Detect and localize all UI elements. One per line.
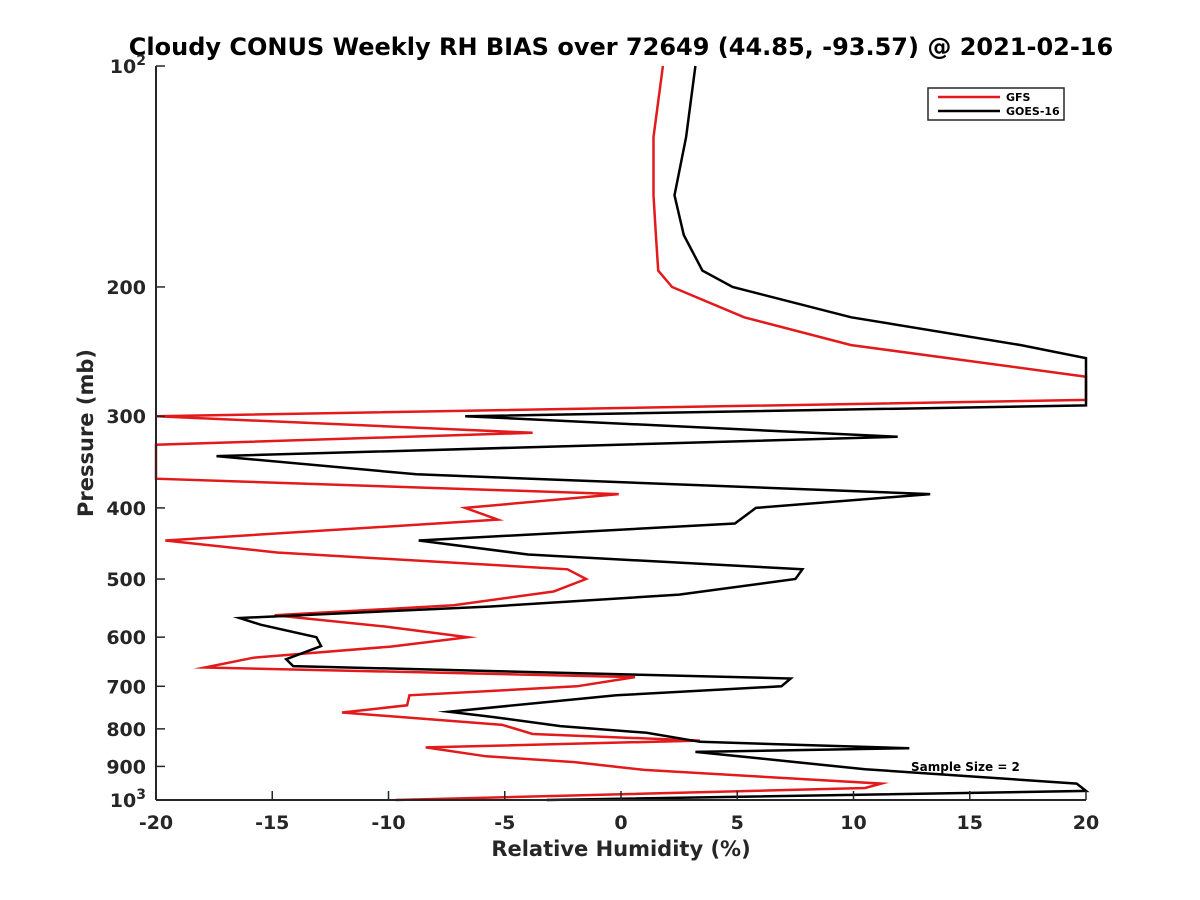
y-tick-label: 400 — [106, 498, 146, 520]
y-tick-label: 103 — [110, 787, 146, 812]
x-tick-label: -20 — [139, 812, 173, 834]
y-tick-label: 200 — [106, 277, 146, 299]
chart-title: Cloudy CONUS Weekly RH BIAS over 72649 (… — [129, 33, 1113, 61]
x-tick-label: 5 — [731, 812, 744, 834]
x-tick-label: 20 — [1073, 812, 1099, 834]
x-axis-label: Relative Humidity (%) — [491, 837, 750, 861]
legend-label-gfs: GFS — [1006, 91, 1031, 104]
series-line-goes-16 — [216, 65, 1090, 802]
series-line-gfs — [154, 65, 1088, 802]
series-layer — [154, 65, 1090, 802]
y-axis-ticks: 102 200 300 400 500 600 700 800 900 103 — [106, 53, 165, 812]
y-tick-label: 900 — [106, 756, 146, 778]
x-tick-label: 15 — [957, 812, 983, 834]
y-tick-label: 102 — [110, 53, 146, 78]
x-tick-label: 0 — [614, 812, 627, 834]
sample-size-annotation: Sample Size = 2 — [911, 760, 1020, 774]
y-tick-label: 700 — [106, 676, 146, 698]
x-tick-label: -5 — [494, 812, 515, 834]
y-tick-label: 600 — [106, 627, 146, 649]
y-axis-label: Pressure (mb) — [74, 349, 98, 517]
x-tick-label: -15 — [255, 812, 289, 834]
y-tick-label: 300 — [106, 406, 146, 428]
x-tick-label: 10 — [840, 812, 866, 834]
plot-area — [156, 66, 1086, 800]
legend-box — [927, 87, 1065, 121]
legend: GFS GOES-16 — [927, 87, 1065, 121]
x-axis-ticks: -20 -15 -10 -5 0 5 10 15 20 — [139, 791, 1099, 834]
x-tick-label: -10 — [371, 812, 405, 834]
y-tick-label: 800 — [106, 719, 146, 741]
legend-label-goes-16: GOES-16 — [1006, 105, 1060, 118]
y-tick-label: 500 — [106, 569, 146, 591]
